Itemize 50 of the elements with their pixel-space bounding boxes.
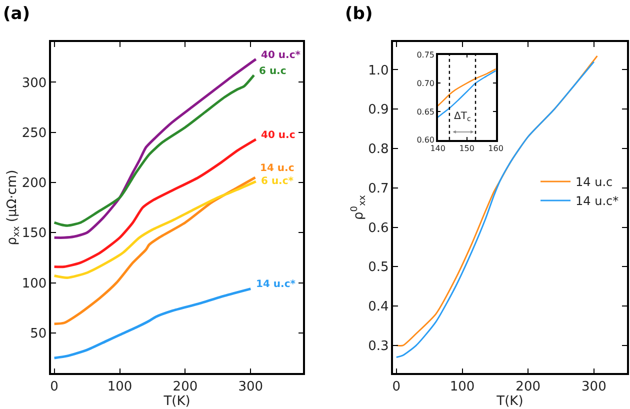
y-tick-label: 0.70 <box>416 78 434 88</box>
line-series <box>53 58 258 239</box>
y-tick-label: 0.3 <box>368 338 389 354</box>
y-tick-label: 0.4 <box>368 300 389 315</box>
line-series <box>53 138 258 268</box>
x-tick-label: 100 <box>107 379 132 394</box>
series-label: 40 u.c* <box>261 50 302 61</box>
line-series <box>53 180 258 280</box>
y-tick-label: 300 <box>22 76 47 91</box>
legend-label: 14 u.c <box>576 175 613 190</box>
y-tick-label: 0.9 <box>368 102 389 118</box>
y-tick-label: 0.6 <box>368 220 389 236</box>
series-label: 40 u.c <box>261 130 296 141</box>
annotation: ΔT$_{c}$ <box>454 111 471 124</box>
x-tick-label: 0 <box>392 379 401 394</box>
y-tick-label: 0.8 <box>368 142 389 158</box>
line-series <box>438 70 496 118</box>
x-tick-label: 140 <box>430 144 446 154</box>
x-tick-label: 200 <box>172 379 198 394</box>
y-tick-label: 1.0 <box>368 63 389 78</box>
y-tick-label: 250 <box>22 126 47 141</box>
x-tick-label: 300 <box>582 379 606 394</box>
x-tick-label: 200 <box>516 379 541 394</box>
x-axis-title: T(K) <box>162 394 190 409</box>
series-label: 14 u.c* <box>256 279 296 290</box>
y-tick-label: 0.60 <box>416 136 434 145</box>
series-label: 6 u.c <box>259 66 286 77</box>
y-tick-label: 50 <box>30 326 47 342</box>
series-label: 6 u.c* <box>261 176 294 187</box>
x-tick-label: 150 <box>459 144 474 154</box>
series-label: 14 u.c <box>260 163 294 174</box>
y-tick-label: 150 <box>22 226 47 242</box>
x-tick-label: 100 <box>450 379 475 394</box>
y-tick-label: 200 <box>22 176 47 192</box>
chart-title: (b) <box>345 4 373 24</box>
x-tick-label: 160 <box>488 144 504 154</box>
x-axis-title: T(K) <box>496 394 524 409</box>
chart-title: (a) <box>3 4 30 24</box>
line-series <box>53 176 256 326</box>
line-series <box>438 68 496 106</box>
y-tick-label: 0.75 <box>416 50 434 60</box>
x-tick-label: 300 <box>238 379 264 394</box>
line-series <box>53 74 256 227</box>
y-tick-label: 100 <box>22 276 47 292</box>
legend-label: 14 u.c* <box>576 194 619 208</box>
y-tick-label: 0.65 <box>416 107 434 116</box>
y-tick-label: 0.7 <box>368 181 389 196</box>
line-series <box>53 288 252 360</box>
y-tick-label: 0.5 <box>368 260 389 276</box>
x-tick-label: 0 <box>50 379 58 394</box>
